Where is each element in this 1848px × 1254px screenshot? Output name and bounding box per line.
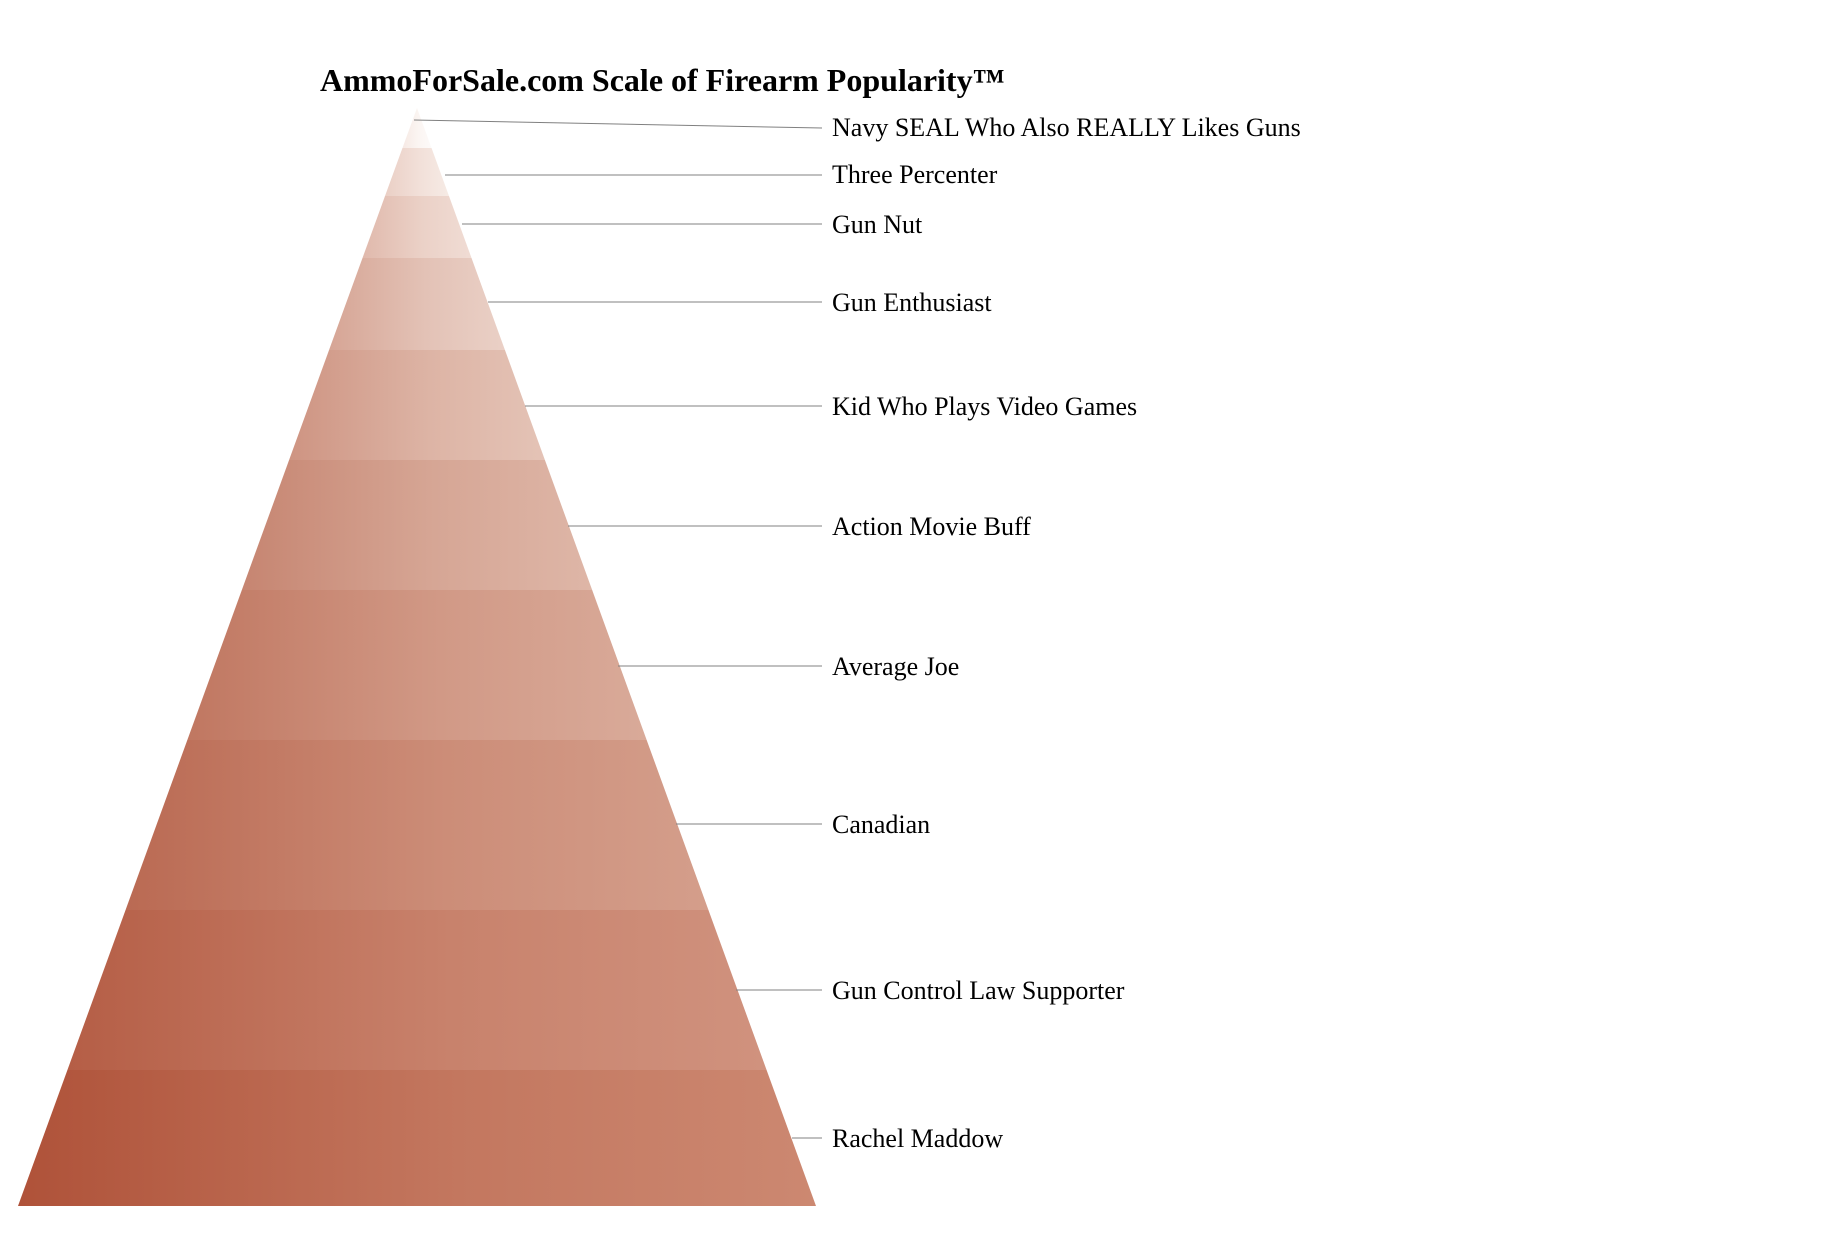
- pyramid-bands: [18, 108, 816, 1206]
- pyramid-band: [402, 108, 431, 148]
- pyramid-level-label: Kid Who Plays Video Games: [832, 392, 1137, 422]
- pyramid-band: [67, 910, 766, 1070]
- pyramid-band: [385, 148, 449, 196]
- pyramid-band: [126, 740, 709, 910]
- pyramid-level-label: Three Percenter: [832, 160, 997, 190]
- pyramid-band: [18, 1070, 816, 1206]
- pyramid-level-label: Navy SEAL Who Also REALLY Likes Guns: [832, 113, 1301, 143]
- pyramid-chart: AmmoForSale.com Scale of Firearm Popular…: [0, 0, 1848, 1254]
- pyramid-band: [187, 590, 646, 740]
- pyramid-level-label: Rachel Maddow: [832, 1124, 1003, 1154]
- pyramid-band: [329, 258, 505, 350]
- pyramid-level-label: Canadian: [832, 810, 930, 840]
- pyramid-band: [242, 460, 592, 590]
- pyramid-level-label: Average Joe: [832, 652, 959, 682]
- leader-line: [414, 120, 822, 128]
- pyramid-level-label: Gun Enthusiast: [832, 288, 992, 318]
- pyramid-level-label: Gun Control Law Supporter: [832, 976, 1124, 1006]
- pyramid-level-label: Gun Nut: [832, 210, 922, 240]
- pyramid-band: [362, 196, 471, 258]
- pyramid-level-label: Action Movie Buff: [832, 512, 1031, 542]
- chart-title: AmmoForSale.com Scale of Firearm Popular…: [320, 62, 1005, 99]
- pyramid-band: [289, 350, 545, 460]
